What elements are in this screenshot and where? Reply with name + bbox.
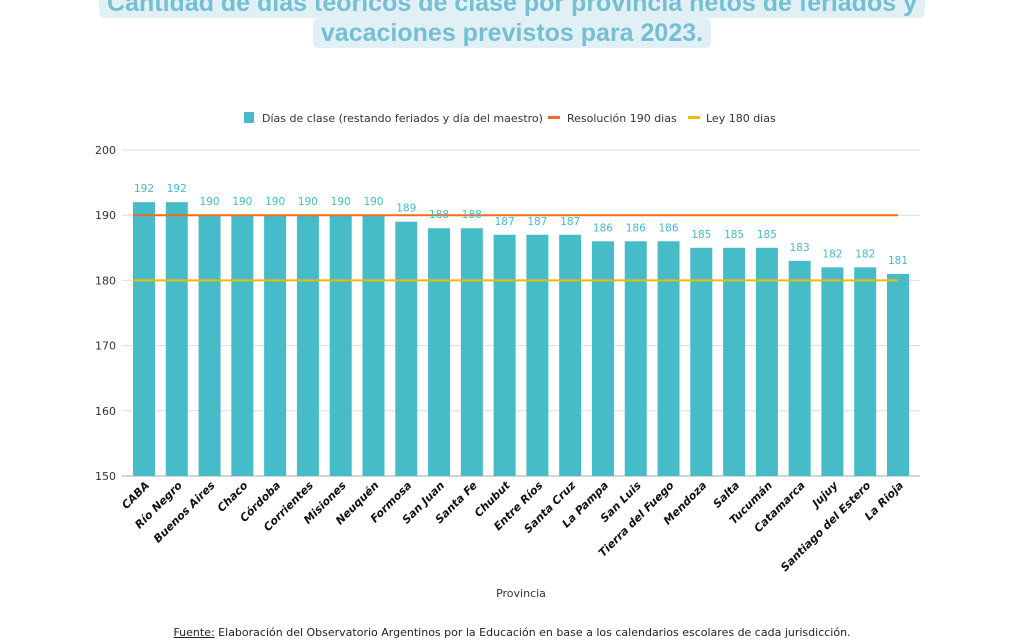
y-tick-label: 190 — [95, 209, 116, 222]
bar — [395, 221, 418, 476]
data-label: 187 — [527, 216, 547, 228]
x-axis-title: Provincia — [496, 587, 546, 600]
data-label: 181 — [888, 255, 908, 267]
data-label: 192 — [167, 183, 187, 195]
bar — [231, 215, 254, 476]
bar — [690, 247, 713, 476]
data-label: 192 — [134, 183, 154, 195]
title-text: vacaciones previstos para 2023. — [312, 18, 712, 48]
bar — [264, 215, 287, 476]
data-label: 188 — [462, 209, 482, 221]
bar — [821, 267, 844, 476]
bar — [788, 260, 811, 476]
data-label: 187 — [495, 216, 515, 228]
legend-swatch-190 — [548, 116, 560, 119]
data-label: 190 — [363, 196, 383, 208]
y-tick-label: 150 — [95, 470, 116, 483]
bar — [854, 267, 877, 476]
x-tick-label: Buenos Aires — [151, 479, 218, 546]
bar — [428, 228, 451, 476]
bar — [198, 215, 221, 476]
bar — [559, 234, 582, 476]
y-tick-label: 170 — [95, 340, 116, 353]
title-text: Cantidad de días teóricos de clase por p… — [99, 0, 925, 18]
source-label: Fuente: — [173, 626, 215, 639]
source-text: Elaboración del Observatorio Argentinos … — [214, 626, 851, 639]
bar — [296, 215, 319, 476]
data-label: 183 — [790, 242, 810, 254]
bar — [526, 234, 549, 476]
y-tick-label: 160 — [95, 405, 116, 418]
chart-title-line-1: Cantidad de días teóricos de clase por p… — [0, 0, 1024, 18]
x-tick-label: Salta — [711, 479, 743, 511]
bar — [723, 247, 746, 476]
legend-swatch-bars — [244, 112, 254, 123]
bar — [362, 215, 385, 476]
bar — [460, 228, 483, 476]
legend-label: Ley 180 dias — [706, 112, 776, 125]
source-note: Fuente: Elaboración del Observatorio Arg… — [0, 626, 1024, 639]
data-label: 186 — [593, 222, 613, 234]
data-label: 190 — [232, 196, 252, 208]
bar — [657, 241, 680, 476]
data-label: 188 — [429, 209, 449, 221]
data-label: 182 — [822, 248, 842, 260]
bar — [493, 234, 516, 476]
data-label: 190 — [265, 196, 285, 208]
bar — [591, 241, 614, 476]
data-label: 186 — [626, 222, 646, 234]
bar — [755, 247, 778, 476]
legend-label: Días de clase (restando feriados y día d… — [262, 112, 543, 125]
bar — [165, 202, 188, 476]
y-tick-label: 180 — [95, 274, 116, 287]
data-label: 185 — [691, 229, 711, 241]
legend-label: Resolución 190 dias — [567, 112, 677, 125]
bar — [887, 273, 909, 476]
chart-title-line-2: vacaciones previstos para 2023. — [0, 18, 1024, 48]
data-label: 182 — [855, 248, 875, 260]
data-label: 185 — [724, 229, 744, 241]
data-label: 190 — [298, 196, 318, 208]
data-label: 186 — [658, 222, 678, 234]
y-tick-label: 200 — [95, 144, 116, 157]
data-label: 187 — [560, 216, 580, 228]
data-label: 189 — [396, 203, 416, 215]
data-label: 185 — [757, 229, 777, 241]
data-label: 190 — [331, 196, 351, 208]
data-label: 190 — [200, 196, 220, 208]
bar — [329, 215, 352, 476]
legend-swatch-180 — [688, 116, 700, 119]
bar — [133, 202, 155, 476]
bar — [624, 241, 647, 476]
